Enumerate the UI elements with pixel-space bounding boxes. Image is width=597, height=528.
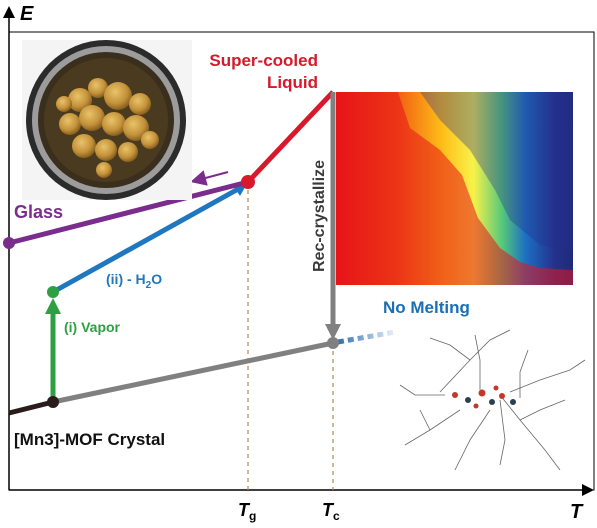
glass-label: Glass (14, 202, 63, 222)
supercooled-label-line2: Liquid (267, 73, 318, 92)
crystal-node (47, 396, 59, 408)
y-axis-label: E (20, 3, 34, 25)
supercooled-label-line1: Super-cooled (209, 51, 318, 70)
x-axis-label: T (570, 501, 584, 523)
no-melting-dashed-extension (337, 329, 396, 345)
no-melting-label: No Melting (383, 298, 470, 317)
recrystallize-label: Rec-crystallize (311, 160, 328, 272)
glass-photo-icon (22, 40, 192, 200)
dehydration-step-label: (ii) - H2O (106, 271, 162, 291)
crystal-label: [Mn3]-MOF Crystal (14, 430, 165, 449)
tc-tick-label: Tc (322, 500, 340, 523)
tg-node (241, 175, 255, 189)
vapor-top-node (47, 286, 59, 298)
glass-direction-arrow (190, 170, 229, 186)
glass-start-node (3, 237, 15, 249)
crystal-baseline-segment (8, 399, 54, 416)
vapor-arrowhead (45, 298, 61, 314)
x-axis-arrowhead (582, 484, 594, 496)
glass-energy-line (8, 179, 249, 246)
vapor-step-label: (i) Vapor (64, 319, 121, 335)
y-axis-arrowhead (3, 6, 15, 18)
recrystallize-arrowhead (325, 324, 341, 340)
tg-tick-label: Tg (238, 500, 256, 523)
heatmap-inset-icon (336, 92, 573, 285)
mof-structure-icon (399, 329, 586, 471)
crystal-energy-line (52, 340, 334, 405)
dehydration-arrow-line (51, 185, 242, 295)
tc-node (327, 337, 339, 349)
supercooled-liquid-line (246, 90, 335, 184)
